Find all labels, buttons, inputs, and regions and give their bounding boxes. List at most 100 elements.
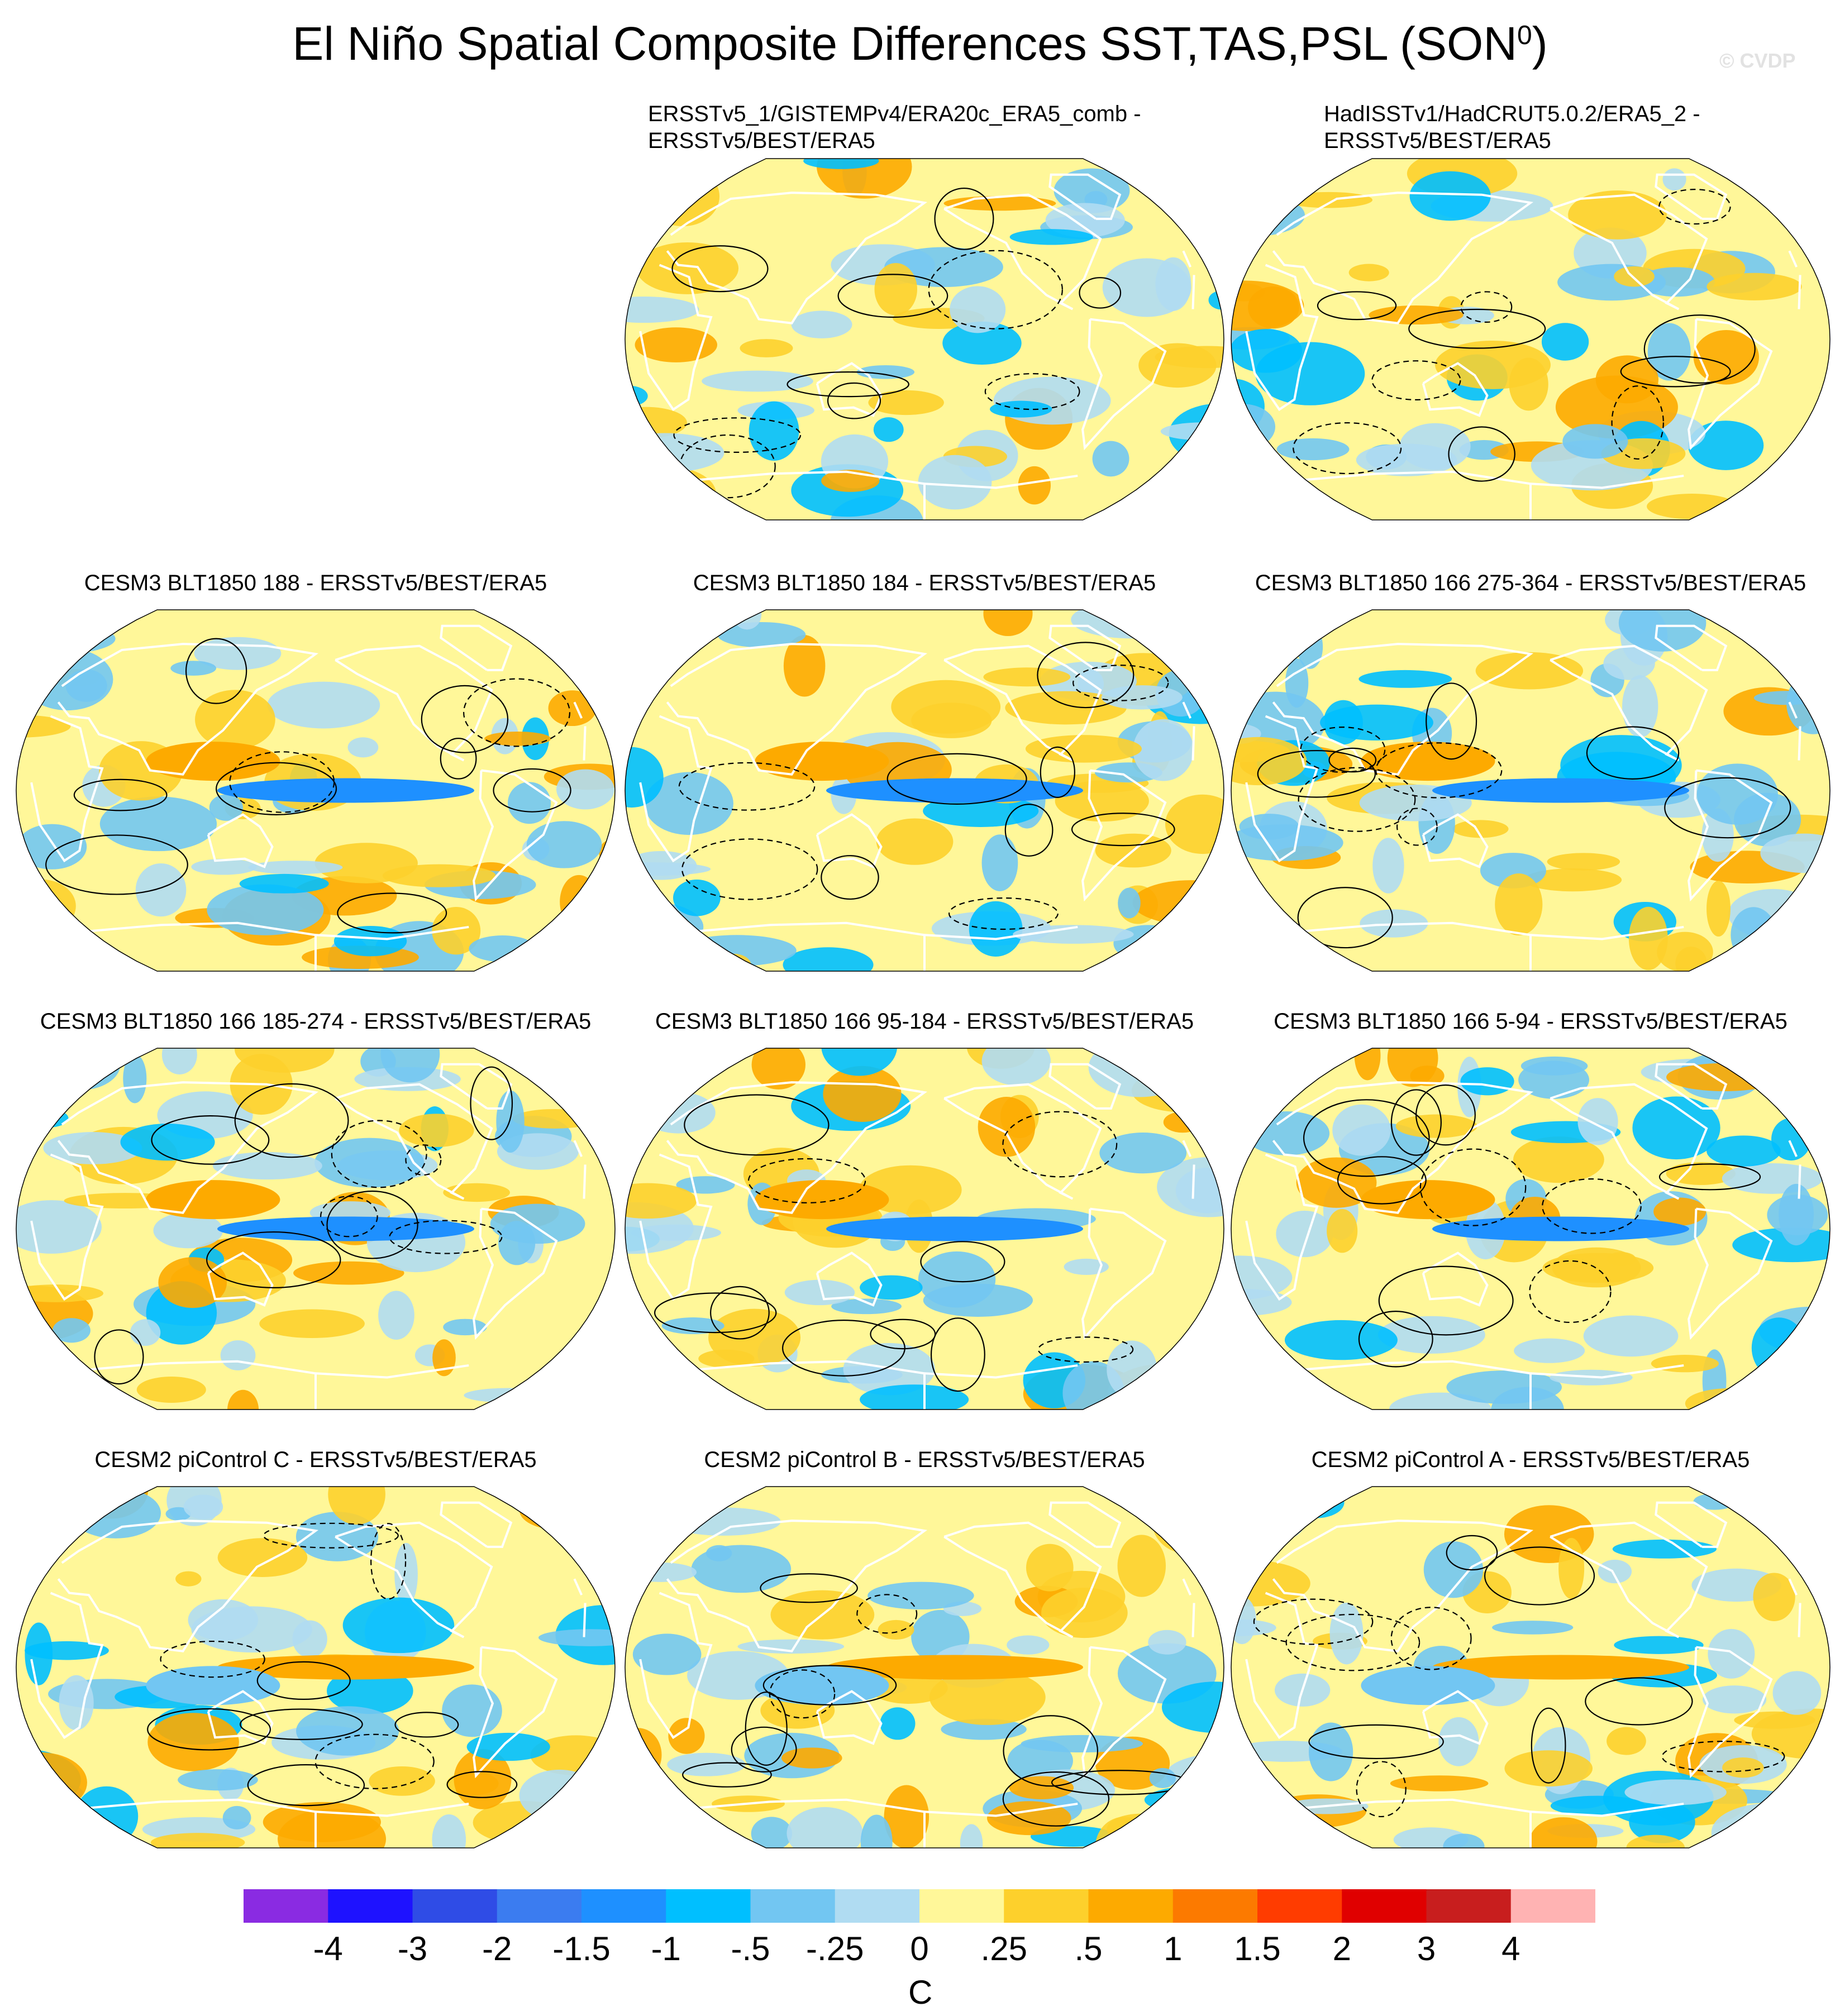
anomaly-region [382,864,496,887]
panel-title: CESM3 BLT1850 166 95-184 - ERSSTv5/BEST/… [655,1009,1194,1034]
anomaly-region [1138,343,1217,388]
anomaly-region [635,327,718,362]
anomaly-region [1732,1227,1830,1263]
psl-contour [1002,1771,1110,1827]
global-map [1231,1486,1831,1848]
psl-contour [654,1292,777,1334]
map-panel: CESM2 piControl C - ERSSTv5/BEST/ERA5 [11,1446,620,1854]
coastline [1182,701,1191,719]
anomaly-region [1475,652,1584,690]
psl-contour [760,1573,858,1603]
western-pacific-anomaly [755,1666,889,1706]
anomaly-region [960,1824,983,1848]
anomaly-region [1509,357,1548,411]
coastline [1530,1802,1684,1817]
psl-contour [731,1726,797,1773]
anomaly-region [548,690,597,727]
equatorial-pacific-anomaly [826,1216,1083,1241]
anomaly-region [821,1048,898,1076]
anomaly-region [1159,916,1224,934]
coastline [1530,925,1684,940]
psl-contour [405,1144,442,1176]
coastline [1081,1646,1167,1779]
anomaly-region [1772,1671,1822,1715]
panel-title: HadISSTv1/HadCRUT5.0.2/ERA5_2 - ERSSTv5/B… [1324,102,1700,153]
colorbar-tick-label: 3 [1417,1930,1436,1967]
panel-title: CESM3 BLT1850 166 185-274 - ERSSTv5/BEST… [40,1009,592,1034]
anomaly-region [1308,1722,1353,1781]
colorbar-unit: C [908,1974,933,2011]
colorbar-swatch [1088,1889,1174,1923]
global-map [625,1486,1224,1848]
coastline [1688,1207,1773,1340]
map-border [625,1486,1224,1848]
coastline [583,1164,587,1199]
anomaly-region [1009,229,1093,245]
psl-contour [1293,422,1402,475]
anomaly-region [1064,1258,1109,1275]
colorbar-swatch [412,1889,498,1923]
anomaly-region [781,1747,842,1769]
anomaly-region [1193,1812,1224,1848]
psl-contour [1484,1546,1595,1606]
anomaly-region [668,1718,705,1754]
anomaly-region [1628,906,1668,971]
coastline [1081,769,1167,902]
anomaly-region [178,1769,258,1791]
coastline [1655,624,1728,671]
anomaly-region [369,1766,435,1796]
anomaly-region [1007,1635,1050,1655]
anomaly-region [16,1784,68,1823]
anomaly-region [1603,647,1655,680]
anomaly-region [1443,1833,1485,1848]
psl-contour [1072,665,1169,701]
anomaly-region [1492,1621,1574,1635]
equatorial-pacific-anomaly [217,1216,474,1241]
anomaly-region [220,1340,256,1370]
colorbar-swatch [919,1889,1004,1923]
anomaly-region [296,1706,399,1756]
western-pacific-anomaly [146,1666,280,1706]
anomaly-region [16,627,59,646]
coastline [90,1360,317,1410]
coastline [207,1690,274,1745]
anomaly-region [941,1718,1027,1740]
psl-contour [934,187,994,250]
anomaly-region [53,1318,90,1343]
coastline [1530,474,1684,489]
map-panel: ERSSTv5_1/GISTEMPv4/ERA20c_ERA5_comb - ER… [620,101,1229,525]
anomaly-region [524,937,556,971]
colorbar-tick-label: 1 [1164,1930,1183,1967]
anomaly-region [1706,273,1802,300]
psl-contour [263,1522,399,1549]
anomaly-region [153,1212,223,1249]
anomaly-region [1320,704,1433,741]
colorbar-tick-label: -.5 [731,1930,770,1967]
anomaly-region [1332,1104,1391,1156]
anomaly-region [588,1351,615,1376]
anomaly-region [1148,1630,1186,1655]
anomaly-region [454,1749,512,1809]
psl-contour [786,371,909,398]
panel-title: CESM3 BLT1850 188 - ERSSTv5/BEST/ERA5 [84,571,547,595]
coastline [1048,173,1122,220]
anomaly-region [239,873,329,894]
anomaly-region [464,1388,554,1403]
coastline [90,1798,317,1848]
anomaly-region [856,365,915,379]
anomaly-region [1348,264,1389,281]
coastline [1048,1063,1122,1110]
coastline [1422,813,1489,868]
psl-contour [1658,1163,1761,1191]
anomaly-region [911,703,992,738]
panel-title: CESM2 piControl C - ERSSTv5/BEST/ERA5 [94,1447,537,1472]
equatorial-pacific-anomaly [1432,1655,1689,1680]
anomaly-region [1288,1487,1345,1518]
anomaly-region [1598,1559,1632,1584]
anomaly-region [644,772,733,835]
psl-contour [1040,746,1075,798]
anomaly-region [263,1802,381,1842]
coastline [1272,1520,1534,1652]
psl-contour [1643,314,1756,384]
equatorial-pacific-anomaly [1432,1216,1689,1241]
